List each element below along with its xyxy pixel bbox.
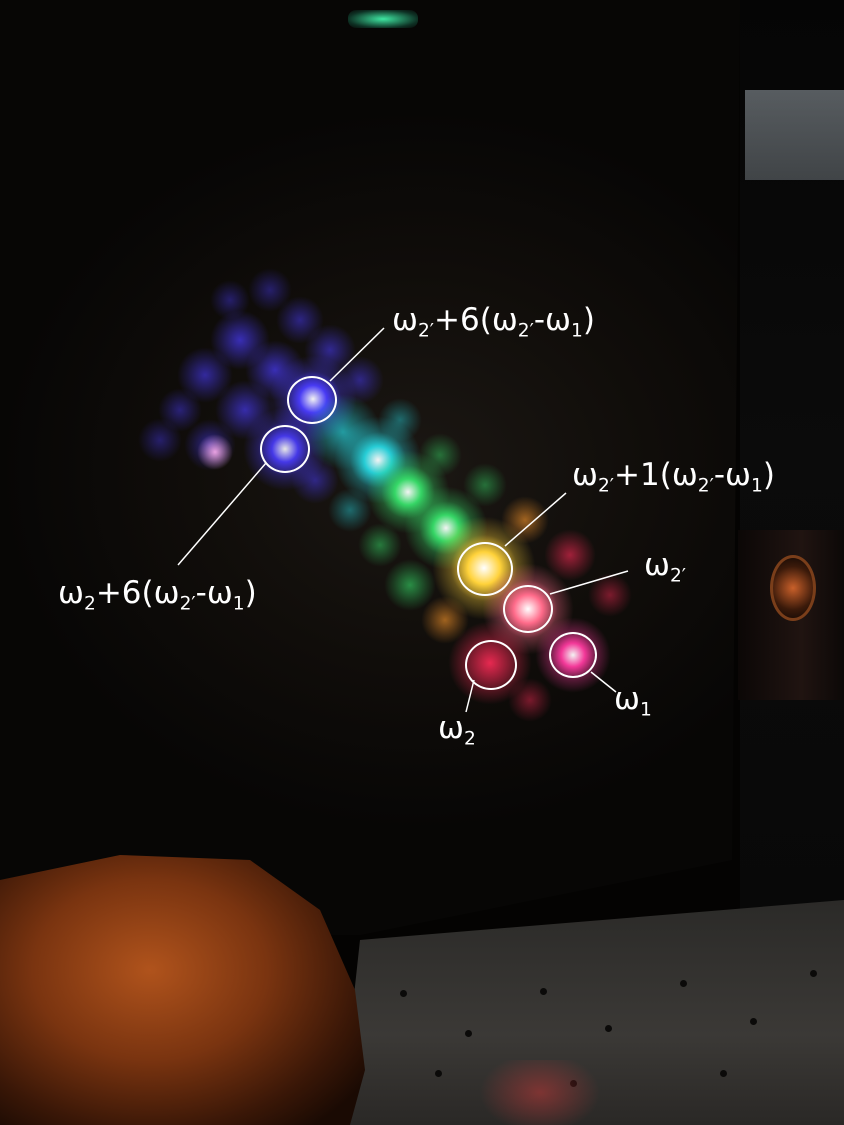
laser-spot: [501, 496, 549, 544]
table-hole: [810, 970, 817, 977]
laser-spot: [418, 433, 462, 477]
leader-yellow: [504, 492, 567, 547]
laser-spot: [463, 463, 507, 507]
marker-circle-omega2: [465, 640, 517, 690]
table-hole: [570, 1080, 577, 1087]
hand: [0, 855, 365, 1125]
laser-spot: [508, 678, 552, 722]
marker-circle-left-blue: [260, 425, 310, 473]
marker-circle-top-blue: [287, 376, 337, 424]
leader-top-blue: [329, 327, 385, 382]
laser-spot: [336, 356, 384, 404]
label-omega2prime: ω2′: [644, 547, 687, 587]
leader-omega1: [590, 671, 617, 693]
table-hole: [435, 1070, 442, 1077]
table-hole: [605, 1025, 612, 1032]
laser-spot: [358, 523, 402, 567]
table-hole: [540, 988, 547, 995]
optical-table: [340, 900, 844, 1125]
table-hole: [750, 1018, 757, 1025]
table-hole: [400, 990, 407, 997]
laser-spot: [197, 434, 233, 470]
window-light: [745, 90, 844, 180]
leader-left-blue: [177, 462, 267, 566]
laser-spot: [158, 388, 202, 432]
table-hole: [680, 980, 687, 987]
label-yellow: ω2′+1(ω2′-ω1): [572, 457, 775, 497]
laser-spot: [378, 398, 422, 442]
laser-spot: [328, 488, 372, 532]
label-omega1: ω1: [614, 681, 652, 721]
leader-omega2prime: [549, 570, 629, 595]
green-streak: [348, 10, 418, 28]
laser-spot: [138, 418, 182, 462]
red-reflection: [480, 1060, 600, 1125]
lens-mount: [770, 555, 816, 621]
label-top-blue: ω2′+6(ω2′-ω1): [392, 302, 595, 342]
marker-circle-yellow: [457, 542, 513, 596]
laser-spot: [210, 280, 250, 320]
laser-spot: [544, 529, 596, 581]
laser-spot: [248, 268, 292, 312]
label-left-blue: ω2+6(ω2′-ω1): [58, 575, 257, 615]
marker-circle-omega1: [549, 632, 597, 678]
table-hole: [720, 1070, 727, 1077]
marker-circle-omega2prime: [503, 585, 553, 633]
laser-spot: [421, 596, 469, 644]
table-hole: [465, 1030, 472, 1037]
leader-omega2: [465, 679, 475, 713]
label-omega2: ω2: [438, 710, 476, 750]
